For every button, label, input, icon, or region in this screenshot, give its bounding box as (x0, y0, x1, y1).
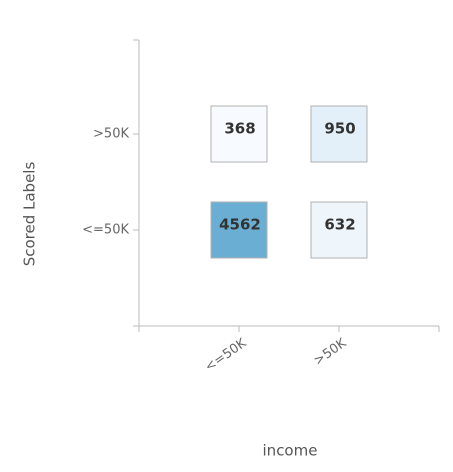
cell-label: 632 (324, 216, 355, 234)
heatmap-cell (310, 201, 368, 259)
cell-label: 4562 (219, 216, 261, 234)
y-tick-label: >50K (93, 127, 129, 142)
cell-label: 368 (224, 120, 255, 138)
cell-label: 950 (324, 120, 355, 138)
heatmap-cell (310, 105, 368, 163)
y-tick-label: <=50K (82, 223, 129, 238)
x-tick-label: >50K (311, 336, 349, 369)
x-axis-title: income (263, 442, 318, 460)
x-tick-label: <=50K (202, 336, 249, 375)
y-axis-title: Scored Labels (21, 162, 39, 267)
heatmap-cell (210, 105, 268, 163)
heatmap-cell (210, 201, 268, 259)
